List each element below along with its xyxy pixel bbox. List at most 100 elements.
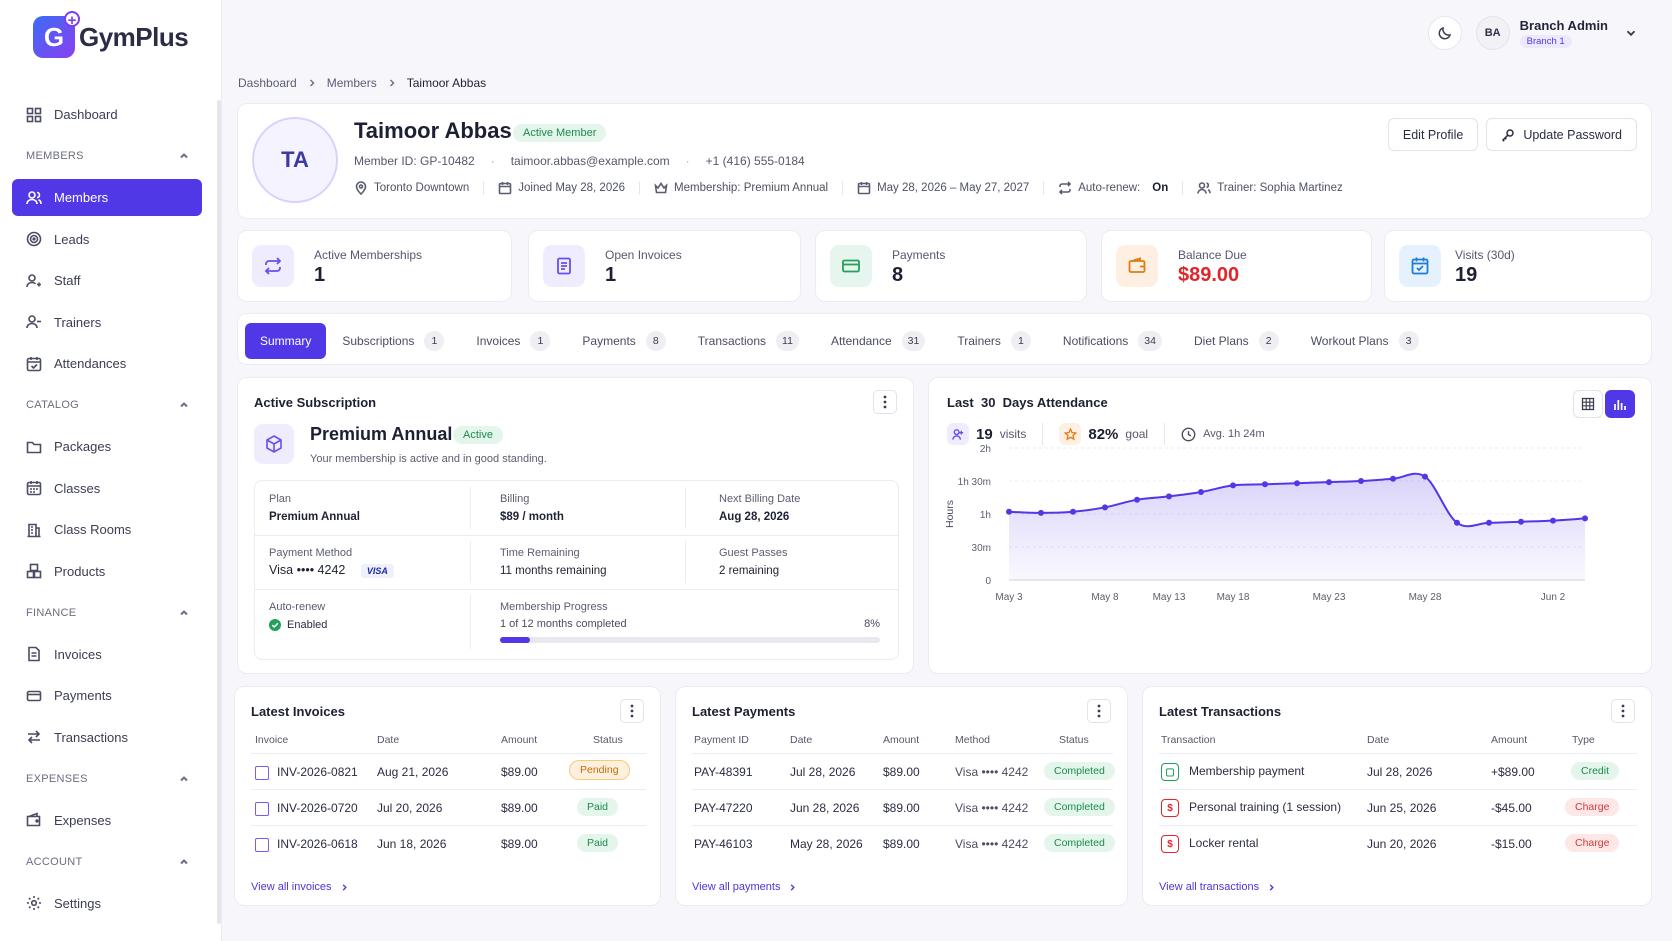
chevron-up-icon bbox=[180, 609, 188, 615]
table-row[interactable]: PAY-47220 Jun 28, 2026 $89.00 Visa •••• … bbox=[692, 789, 1115, 825]
type-badge: Charge bbox=[1565, 798, 1620, 816]
plan-name: Premium Annual bbox=[310, 424, 453, 444]
tab-transactions[interactable]: Transactions 11 bbox=[682, 323, 815, 359]
app-logo[interactable]: G + GymPlus bbox=[33, 11, 189, 58]
breadcrumb-members[interactable]: Members bbox=[326, 76, 377, 90]
update-password-button[interactable]: Update Password bbox=[1486, 118, 1637, 151]
user-info: Branch Admin Branch 1 bbox=[1519, 18, 1608, 48]
sidebar-item-attendances[interactable]: Attendances bbox=[12, 345, 202, 382]
tab-notifications[interactable]: Notifications 34 bbox=[1047, 323, 1178, 359]
tab-workout-plans[interactable]: Workout Plans 3 bbox=[1295, 323, 1435, 359]
calendar-icon bbox=[26, 481, 42, 496]
sidebar-scrollbar[interactable] bbox=[217, 100, 221, 924]
theme-toggle-button[interactable] bbox=[1427, 16, 1462, 50]
more-options-button[interactable] bbox=[620, 699, 644, 723]
view-all-payments-link[interactable]: View all payments bbox=[692, 881, 797, 893]
stat-value: $89.00 bbox=[1178, 264, 1240, 286]
view-all-transactions-link[interactable]: View all transactions bbox=[1159, 881, 1276, 893]
table-view-button[interactable] bbox=[1573, 390, 1603, 418]
table-row[interactable]: ▢ Membership payment Jul 28, 2026 +$89.00… bbox=[1159, 753, 1637, 789]
sidebar-item-trainers[interactable]: Trainers bbox=[12, 304, 202, 341]
visa-logo: VISA bbox=[360, 563, 394, 578]
stat-visits[interactable]: Visits (30d) 19 bbox=[1384, 230, 1652, 302]
sidebar-item-settings[interactable]: Settings bbox=[12, 885, 202, 922]
sidebar-item-members[interactable]: Members bbox=[12, 179, 202, 216]
tab-diet-plans[interactable]: Diet Plans 2 bbox=[1178, 323, 1295, 359]
tab-subscriptions[interactable]: Subscriptions 1 bbox=[326, 323, 460, 359]
tab-trainers[interactable]: Trainers 1 bbox=[941, 323, 1047, 359]
sidebar-item-label: Classes bbox=[54, 480, 101, 496]
table-row[interactable]: $ Locker rental Jun 20, 2026 -$15.00 Char… bbox=[1159, 825, 1637, 861]
edit-profile-button[interactable]: Edit Profile bbox=[1387, 118, 1479, 151]
sidebar-item-payments[interactable]: Payments bbox=[12, 677, 202, 714]
sidebar-item-label: Settings bbox=[54, 895, 101, 911]
tab-attendance[interactable]: Attendance 31 bbox=[815, 323, 941, 359]
member-email[interactable]: taimoor.abbas@example.com bbox=[510, 154, 670, 168]
stat-open-invoices[interactable]: Open Invoices 1 bbox=[528, 230, 801, 302]
tab-label: Invoices bbox=[476, 334, 521, 348]
sidebar-section-expenses[interactable]: EXPENSES bbox=[12, 760, 202, 797]
y-tick-label: 1h bbox=[980, 510, 991, 521]
tab-label: Notifications bbox=[1062, 334, 1129, 348]
detail-plan: Plan Premium Annual bbox=[269, 493, 360, 523]
table-row[interactable]: INV-2026-0720 Jul 20, 2026 $89.00 Paid bbox=[251, 789, 646, 825]
sidebar-item-transactions[interactable]: Transactions bbox=[12, 719, 202, 756]
sidebar-item-label: Class Rooms bbox=[54, 522, 132, 537]
member-phone[interactable]: +1 (416) 555-0184 bbox=[705, 154, 805, 168]
detail-label: Payment Method bbox=[269, 547, 353, 559]
sidebar-item-label: Transactions bbox=[54, 729, 128, 745]
chart-view-button[interactable] bbox=[1605, 390, 1635, 418]
calendar-icon bbox=[857, 182, 871, 195]
table-row[interactable]: $ Personal training (1 session) Jun 25, 2… bbox=[1159, 789, 1637, 825]
sidebar-section-catalog[interactable]: CATALOG bbox=[12, 387, 202, 424]
sidebar-item-classes[interactable]: Classes bbox=[12, 470, 202, 507]
breadcrumb-dashboard[interactable]: Dashboard bbox=[238, 76, 297, 90]
link-label: View all invoices bbox=[251, 881, 332, 893]
tab-summary[interactable]: Summary bbox=[245, 323, 327, 359]
stat-balance-due[interactable]: Balance Due $89.00 bbox=[1101, 230, 1372, 302]
member-meta: Member ID: GP-10482 · taimoor.abbas@exam… bbox=[354, 154, 805, 168]
sidebar-section-finance[interactable]: FINANCE bbox=[12, 594, 202, 631]
more-options-button[interactable] bbox=[1087, 699, 1111, 723]
divider bbox=[470, 541, 471, 583]
sidebar-item-leads[interactable]: Leads bbox=[12, 221, 202, 258]
user-menu[interactable]: BA Branch Admin Branch 1 bbox=[1475, 16, 1638, 50]
sidebar-section-account[interactable]: ACCOUNT bbox=[12, 843, 202, 880]
tab-invoices[interactable]: Invoices 1 bbox=[460, 323, 566, 359]
detail-value: Visa •••• 4242 VISA bbox=[269, 563, 394, 578]
column-header: Invoice bbox=[255, 734, 289, 746]
sidebar-item-dashboard[interactable]: Dashboard bbox=[12, 96, 202, 133]
sidebar-item-invoices[interactable]: Invoices bbox=[12, 636, 202, 673]
table-row[interactable]: INV-2026-0821 Aug 21, 2026 $89.00 Pendin… bbox=[251, 753, 646, 789]
method-cell: Visa •••• 4242 bbox=[955, 801, 1029, 815]
stat-payments[interactable]: Payments 8 bbox=[815, 230, 1087, 302]
sidebar-section-members[interactable]: MEMBERS bbox=[12, 138, 202, 175]
stat-active-memberships[interactable]: Active Memberships 1 bbox=[237, 230, 512, 302]
chevron-up-icon bbox=[180, 402, 188, 408]
view-all-invoices-link[interactable]: View all invoices bbox=[251, 881, 349, 893]
section-label: CATALOG bbox=[26, 399, 80, 411]
sidebar-item-expenses[interactable]: Expenses bbox=[12, 802, 202, 839]
transaction-cell: $ Personal training (1 session) bbox=[1161, 799, 1341, 817]
divider bbox=[685, 487, 686, 529]
sidebar-item-packages[interactable]: Packages bbox=[12, 428, 202, 465]
transaction-cell: $ Locker rental bbox=[1161, 835, 1258, 853]
sidebar-item-class-rooms[interactable]: Class Rooms bbox=[12, 511, 202, 548]
check-circle-icon bbox=[269, 619, 281, 631]
table-icon bbox=[1581, 397, 1595, 411]
table-row[interactable]: PAY-48391 Jul 28, 2026 $89.00 Visa •••• … bbox=[692, 753, 1115, 789]
tab-payments[interactable]: Payments 8 bbox=[566, 323, 681, 359]
member-avatar: TA bbox=[252, 117, 338, 203]
column-header: Status bbox=[593, 734, 623, 746]
sidebar-item-staff[interactable]: Staff bbox=[12, 262, 202, 299]
stat-label: Active Memberships bbox=[314, 248, 423, 262]
data-point bbox=[1006, 508, 1012, 515]
stat-icon-wrap bbox=[830, 245, 872, 287]
more-options-button[interactable] bbox=[873, 390, 897, 414]
more-options-button[interactable] bbox=[1611, 699, 1635, 723]
sidebar-item-products[interactable]: Products bbox=[12, 553, 202, 590]
table-row[interactable]: INV-2026-0618 Jun 18, 2026 $89.00 Paid bbox=[251, 825, 646, 861]
kebab-icon bbox=[1097, 704, 1101, 718]
table-row[interactable]: PAY-46103 May 28, 2026 $89.00 Visa •••• … bbox=[692, 825, 1115, 861]
sidebar: G + GymPlus Dashboard MEMBERS Members Lea… bbox=[0, 0, 222, 941]
